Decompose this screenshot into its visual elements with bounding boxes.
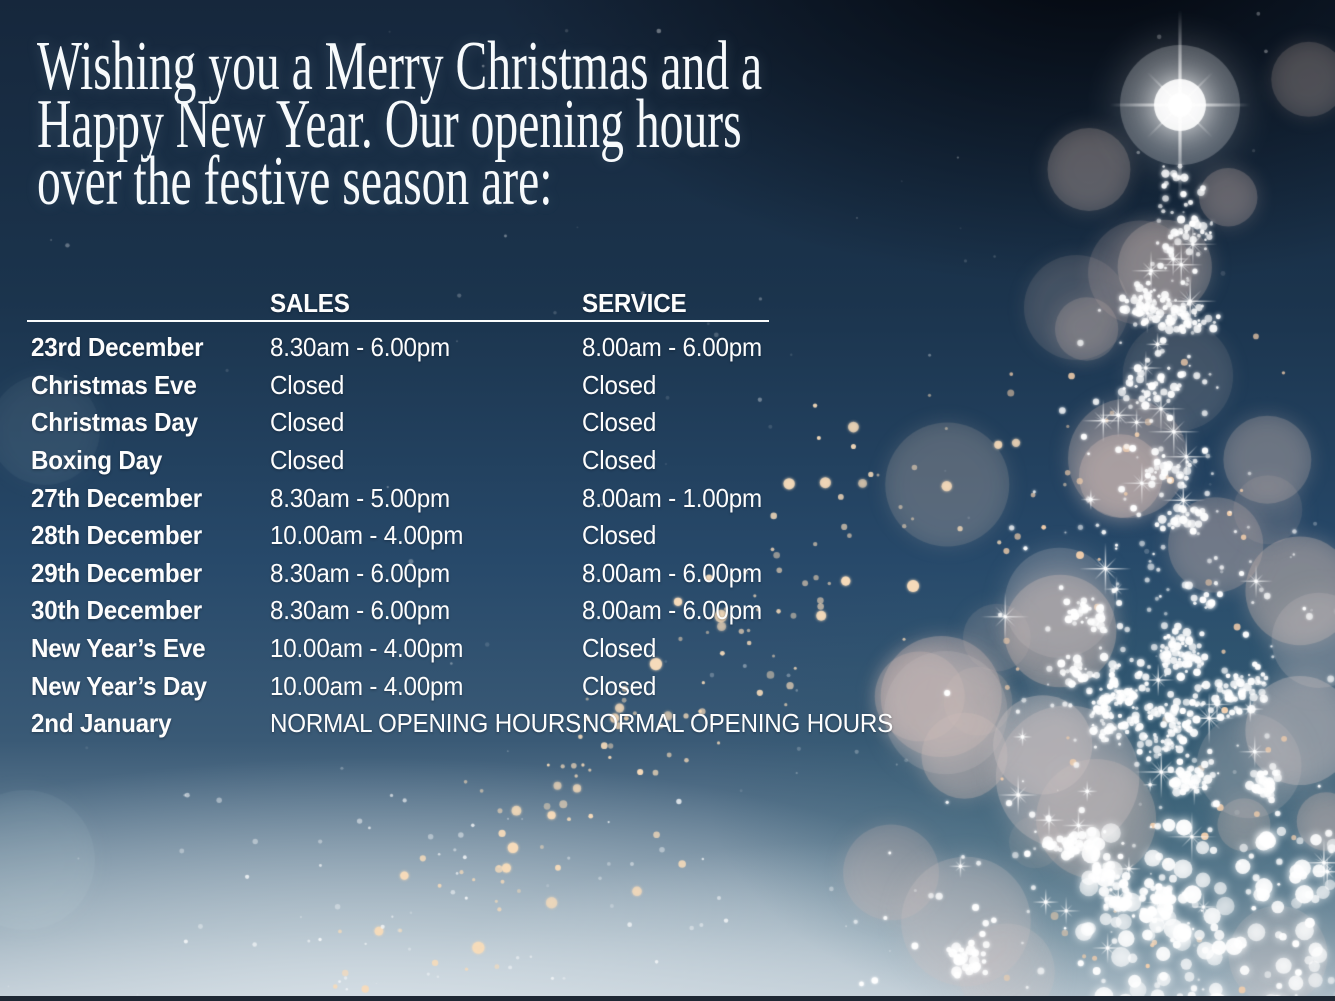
bottom-edge-strip <box>0 996 1335 1001</box>
service-hours: Closed <box>582 633 657 664</box>
sales-hours: NORMAL OPENING HOURS <box>270 708 582 739</box>
sales-hours: 10.00am - 4.00pm <box>270 633 464 664</box>
greeting-line-3: over the festive season are: <box>37 143 553 221</box>
greeting-heading: Wishing you a Merry Christmas and a Happ… <box>37 28 763 221</box>
sales-hours: 10.00am - 4.00pm <box>270 670 464 701</box>
service-hours: 8.00am - 6.00pm <box>582 557 763 588</box>
service-hours: 8.00am - 6.00pm <box>582 595 763 626</box>
sales-hours: Closed <box>270 407 345 438</box>
opening-hours-table: SALES SERVICE 23rd December 8.30am - 6.0… <box>27 284 893 743</box>
day-label: New Year’s Eve <box>31 633 206 664</box>
table-row: 2nd January NORMAL OPENING HOURS NORMAL … <box>27 705 893 743</box>
table-row: 30th December 8.30am - 6.00pm 8.00am - 6… <box>27 592 769 630</box>
day-label: 23rd December <box>31 332 204 363</box>
day-label: New Year’s Day <box>31 670 207 701</box>
service-hours: Closed <box>582 520 657 551</box>
table-row: New Year’s Day 10.00am - 4.00pm Closed <box>27 667 769 705</box>
day-label: 29th December <box>31 557 202 588</box>
day-label: Christmas Eve <box>31 369 197 400</box>
table-header-row: SALES SERVICE <box>27 284 769 320</box>
service-hours: Closed <box>582 670 657 701</box>
service-hours: Closed <box>582 369 657 400</box>
day-label: 2nd January <box>31 708 172 739</box>
greeting-line-1: Wishing you a Merry Christmas and a <box>37 28 763 105</box>
sales-hours: 8.30am - 6.00pm <box>270 595 451 626</box>
day-label: 28th December <box>31 520 202 551</box>
header-spacer <box>27 284 270 288</box>
day-label: 30th December <box>31 595 202 626</box>
service-hours: 8.00am - 6.00pm <box>582 332 763 363</box>
sales-hours: 10.00am - 4.00pm <box>270 520 464 551</box>
sales-hours: Closed <box>270 369 345 400</box>
day-label: Boxing Day <box>31 445 163 476</box>
column-header-service: SERVICE <box>582 288 687 318</box>
day-label: Christmas Day <box>31 407 198 438</box>
table-row: New Year’s Eve 10.00am - 4.00pm Closed <box>27 630 769 668</box>
table-row: Boxing Day Closed Closed <box>27 442 769 480</box>
table-row: Christmas Eve Closed Closed <box>27 367 769 405</box>
header-divider <box>27 320 769 322</box>
sales-hours: 8.30am - 6.00pm <box>270 557 451 588</box>
table-row: 23rd December 8.30am - 6.00pm 8.00am - 6… <box>27 329 769 367</box>
column-header-sales: SALES <box>270 288 350 318</box>
day-label: 27th December <box>31 482 202 513</box>
service-hours: Closed <box>582 407 657 438</box>
service-hours: 8.00am - 1.00pm <box>582 482 763 513</box>
sales-hours: 8.30am - 5.00pm <box>270 482 451 513</box>
service-hours: Closed <box>582 445 657 476</box>
table-row: 27th December 8.30am - 5.00pm 8.00am - 1… <box>27 479 769 517</box>
greeting-line-2: Happy New Year. Our opening hours <box>37 85 742 163</box>
table-row: 28th December 10.00am - 4.00pm Closed <box>27 517 769 555</box>
table-row: 29th December 8.30am - 6.00pm 8.00am - 6… <box>27 555 769 593</box>
service-hours: NORMAL OPENING HOURS <box>582 708 894 739</box>
table-row: Christmas Day Closed Closed <box>27 404 769 442</box>
sales-hours: Closed <box>270 445 345 476</box>
sales-hours: 8.30am - 6.00pm <box>270 332 451 363</box>
table-rows: 23rd December 8.30am - 6.00pm 8.00am - 6… <box>27 329 893 743</box>
